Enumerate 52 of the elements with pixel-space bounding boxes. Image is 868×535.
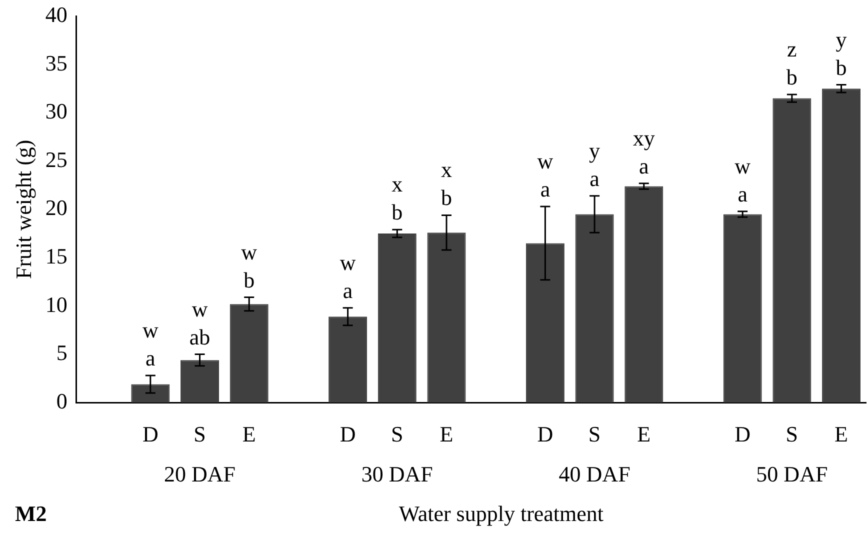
data-label: w ab	[189, 296, 210, 350]
data-label: xy a	[632, 125, 655, 178]
x-tick-label: E	[440, 422, 454, 447]
x-tick-label: S	[588, 422, 601, 447]
x-tick-label: S	[391, 422, 404, 447]
y-tick-label: 5	[56, 340, 68, 366]
text: M2	[15, 501, 47, 526]
text: 40 DAF	[558, 462, 630, 487]
y-tick-label: 25	[45, 146, 68, 172]
data-label: x b	[392, 172, 403, 225]
data-label: w b	[241, 239, 258, 292]
y-axis-title: Fruit weight (g)	[10, 140, 36, 280]
y-tick-label: 15	[45, 243, 68, 268]
x-tick-label: D	[537, 422, 554, 447]
y-tick-label: 20	[45, 195, 68, 220]
text: 30 DAF	[361, 462, 433, 487]
data-label: y b	[836, 26, 847, 80]
data-label: z b	[786, 36, 798, 90]
bar	[131, 384, 170, 403]
data-label: x b	[441, 157, 452, 210]
text: 50 DAF	[756, 462, 828, 487]
data-label: w a	[537, 148, 554, 202]
x-axis-title: Water supply treatment	[398, 501, 604, 526]
x-tick-label: E	[242, 422, 256, 447]
bar	[230, 304, 268, 403]
bar	[526, 243, 564, 403]
y-tick-label: 30	[45, 98, 68, 124]
bar	[723, 214, 762, 403]
x-tick-label: E	[834, 422, 848, 447]
bar	[772, 98, 812, 403]
bar	[624, 186, 664, 403]
x-tick-label: E	[637, 422, 651, 447]
data-label: w a	[340, 250, 356, 303]
x-tick-label: D	[734, 422, 751, 447]
data-label: w a	[142, 318, 158, 371]
bar	[575, 214, 614, 403]
y-tick-label: 10	[45, 292, 68, 317]
x-tick-label: S	[786, 422, 798, 447]
bar	[378, 234, 416, 403]
data-label: w a	[734, 153, 751, 206]
bar	[427, 232, 466, 403]
y-tick-label: 40	[45, 2, 68, 27]
y-tick-label: 35	[45, 50, 68, 76]
bar	[180, 360, 220, 403]
bar	[328, 316, 368, 403]
x-tick-label: S	[194, 422, 206, 447]
data-label: y a	[589, 138, 600, 191]
x-tick-label: D	[142, 422, 158, 447]
bar	[822, 88, 861, 403]
x-tick-label: D	[340, 422, 356, 447]
y-tick-label: 0	[56, 388, 68, 414]
text: 20 DAF	[164, 462, 236, 487]
